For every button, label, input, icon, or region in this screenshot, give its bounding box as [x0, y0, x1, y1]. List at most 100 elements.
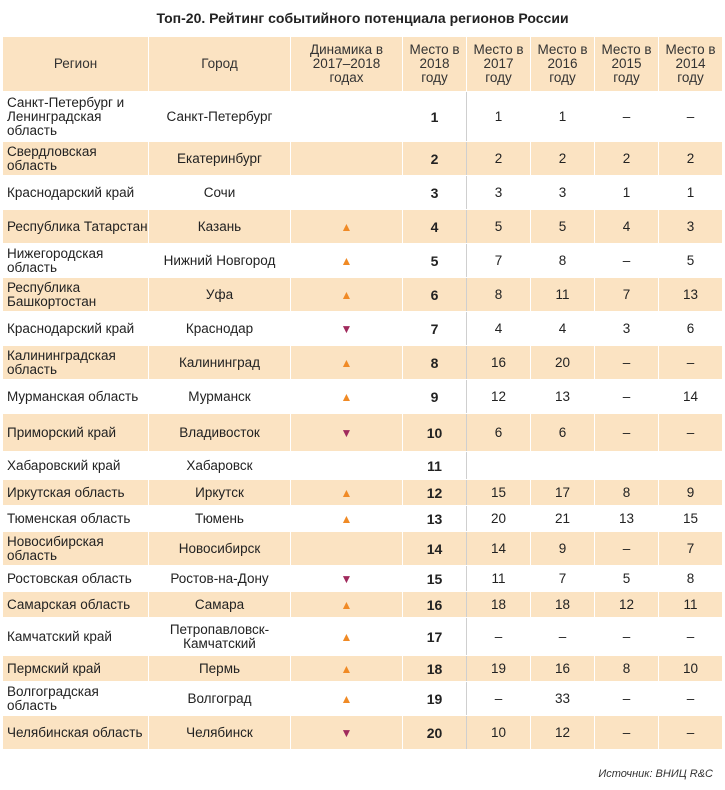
city-cell: Уфа — [148, 277, 291, 312]
rank-2015-cell: 13 — [594, 505, 659, 532]
header-2017: Место в 2017 году — [466, 36, 531, 92]
rank-2018-cell: 1 — [402, 91, 467, 142]
rank-2014-cell: 11 — [658, 591, 723, 618]
rank-2017-cell: 19 — [466, 655, 531, 682]
dynamics-cell: ▲ — [290, 505, 403, 532]
rank-2015-cell: – — [594, 345, 659, 380]
dynamics-cell: ▼ — [290, 311, 403, 346]
dynamics-cell: ▲ — [290, 345, 403, 380]
arrow-up-icon: ▲ — [340, 287, 353, 302]
city-cell: Калининград — [148, 345, 291, 380]
rank-2015-cell: – — [594, 379, 659, 414]
region-cell: Волгоградская область — [2, 681, 149, 716]
region-cell: Республика Татарстан — [2, 209, 149, 244]
rank-2015-cell: 3 — [594, 311, 659, 346]
header-row: Регион Город Динамика в 2017–2018 годах … — [2, 36, 723, 92]
region-cell: Ростовская область — [2, 565, 149, 592]
rank-2018-cell: 18 — [402, 655, 467, 682]
region-cell: Пермский край — [2, 655, 149, 682]
region-cell: Калининградская область — [2, 345, 149, 380]
dynamics-cell: ▲ — [290, 617, 403, 656]
rank-2016-cell: 6 — [530, 413, 595, 452]
rank-2016-cell: 13 — [530, 379, 595, 414]
region-cell: Челябинская область — [2, 715, 149, 750]
rank-2014-cell: 8 — [658, 565, 723, 592]
rank-2015-cell: 2 — [594, 141, 659, 176]
arrow-up-icon: ▲ — [340, 389, 353, 404]
dynamics-cell: ▲ — [290, 681, 403, 716]
city-cell: Санкт-Петербург — [148, 91, 291, 142]
rank-2018-cell: 13 — [402, 505, 467, 532]
table-row: Республика Башкортостан Уфа ▲ 6 8 11 7 13 — [2, 277, 723, 312]
rank-2017-cell: 10 — [466, 715, 531, 750]
table-row: Челябинская область Челябинск ▼ 20 10 12– – — [2, 715, 723, 750]
dynamics-cell: ▲ — [290, 655, 403, 682]
dynamics-cell — [290, 451, 403, 480]
city-cell: Челябинск — [148, 715, 291, 750]
rank-2017-cell: 16 — [466, 345, 531, 380]
table-row: Самарская область Самара ▲ 16 18 18 12 11 — [2, 591, 723, 618]
rank-2014-cell: – — [658, 91, 723, 142]
region-cell: Тюменская область — [2, 505, 149, 532]
rank-2015-cell: – — [594, 531, 659, 566]
rank-2018-cell: 7 — [402, 311, 467, 346]
city-cell: Иркутск — [148, 479, 291, 506]
header-dynamics: Динамика в 2017–2018 годах — [290, 36, 403, 92]
rank-2018-cell: 17 — [402, 617, 467, 656]
header-city: Город — [148, 36, 291, 92]
city-cell: Мурманск — [148, 379, 291, 414]
rank-2017-cell: 6 — [466, 413, 531, 452]
region-cell: Нижегородская область — [2, 243, 149, 278]
arrow-down-icon: ▼ — [340, 725, 353, 740]
rank-2014-cell: 2 — [658, 141, 723, 176]
dynamics-cell: ▲ — [290, 243, 403, 278]
dynamics-cell — [290, 141, 403, 176]
rank-2018-cell: 14 — [402, 531, 467, 566]
arrow-down-icon: ▼ — [340, 571, 353, 586]
rank-2017-cell: – — [466, 617, 531, 656]
rank-2018-cell: 11 — [402, 451, 467, 480]
region-cell: Краснодарский край — [2, 175, 149, 210]
region-cell: Камчатский край — [2, 617, 149, 656]
rank-2016-cell: 11 — [530, 277, 595, 312]
region-cell: Самарская область — [2, 591, 149, 618]
rank-2015-cell: 1 — [594, 175, 659, 210]
rank-2018-cell: 12 — [402, 479, 467, 506]
rank-2016-cell: 4 — [530, 311, 595, 346]
rank-2018-cell: 6 — [402, 277, 467, 312]
rank-2017-cell: 2 — [466, 141, 531, 176]
city-cell: Ростов-на-Дону — [148, 565, 291, 592]
table-title: Топ-20. Рейтинг событийного потенциала р… — [156, 10, 569, 26]
arrow-up-icon: ▲ — [340, 485, 353, 500]
rank-2017-cell: 4 — [466, 311, 531, 346]
table-row: Хабаровский край Хабаровск 11 — [2, 451, 723, 480]
arrow-up-icon: ▲ — [340, 661, 353, 676]
rank-2014-cell: – — [658, 345, 723, 380]
city-cell: Казань — [148, 209, 291, 244]
rank-2014-cell: – — [658, 715, 723, 750]
region-cell: Приморский край — [2, 413, 149, 452]
rank-2018-cell: 2 — [402, 141, 467, 176]
region-cell: Республика Башкортостан — [2, 277, 149, 312]
rank-2014-cell: 6 — [658, 311, 723, 346]
rank-2016-cell: – — [530, 617, 595, 656]
rank-2014-cell: 3 — [658, 209, 723, 244]
rank-2017-cell: 12 — [466, 379, 531, 414]
arrow-up-icon: ▲ — [340, 511, 353, 526]
rank-2014-cell: 10 — [658, 655, 723, 682]
table-row: Мурманская область Мурманск ▲ 9 12 13–14 — [2, 379, 723, 414]
rank-2018-cell: 16 — [402, 591, 467, 618]
rank-2017-cell — [466, 451, 531, 480]
rank-2014-cell: – — [658, 681, 723, 716]
table-row: Волгоградская область Волгоград ▲ 19–33– – — [2, 681, 723, 716]
arrow-up-icon: ▲ — [340, 253, 353, 268]
rank-2016-cell: 7 — [530, 565, 595, 592]
rank-2016-cell: 18 — [530, 591, 595, 618]
city-cell: Владивосток — [148, 413, 291, 452]
rank-2014-cell: 14 — [658, 379, 723, 414]
dynamics-cell: ▼ — [290, 715, 403, 750]
city-cell: Нижний Новгород — [148, 243, 291, 278]
rank-2016-cell: 17 — [530, 479, 595, 506]
dynamics-cell — [290, 175, 403, 210]
dynamics-cell — [290, 531, 403, 566]
